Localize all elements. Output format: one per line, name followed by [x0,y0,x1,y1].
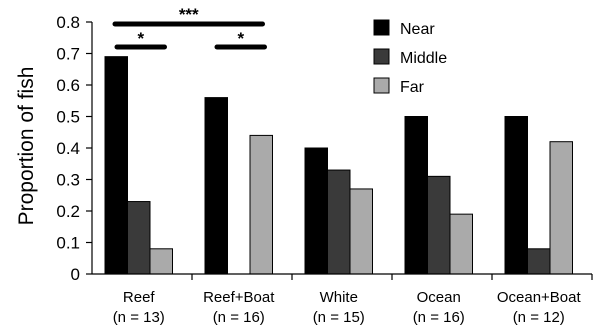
y-tick-label: 0.1 [56,234,80,253]
bar-far-reef [149,248,173,275]
y-axis-label: Proportion of fish [15,67,38,226]
y-axis: 0 0.1 0.2 0.3 0.4 0.5 0.6 0.7 0.8 [56,13,93,284]
y-tick-label: 0.6 [56,76,80,95]
legend: Near Middle Far [373,19,447,96]
y-tick-label: 0.5 [56,108,80,127]
y-tick-label: 0.8 [56,13,80,32]
bar-far-white [349,188,373,275]
bar-near-reef [104,56,128,275]
x-category-n-label: (n = 15) [313,309,365,326]
significance-label: * [137,29,144,48]
y-tick-label: 0.7 [56,45,80,64]
bar-far-ocean-boat [549,141,573,275]
x-category-label: Reef [123,289,156,306]
bar-near-ocean [404,116,428,275]
legend-swatch-near [373,19,390,36]
y-tick-label: 0.2 [56,202,80,221]
x-category-n-label: (n = 12) [513,309,565,326]
bar-middle-white [327,169,351,275]
legend-label-middle: Middle [400,50,447,67]
bar-near-ocean-boat [504,116,528,275]
significance-label: *** [179,5,199,24]
x-category-n-label: (n = 13) [113,309,165,326]
bar-far-reef-boat [249,134,273,275]
x-category-label: White [320,289,358,306]
bar-middle-reef [127,201,151,275]
x-category-label: Ocean+Boat [497,289,582,306]
bar-middle-ocean [427,175,451,275]
y-tick-label: 0.4 [56,139,80,158]
bar-far-ocean [449,213,473,275]
legend-swatch-far [373,77,390,94]
significance-label: * [237,29,244,48]
x-category-n-label: (n = 16) [413,309,465,326]
bar-near-reef-boat [204,97,228,275]
bars [104,56,573,275]
y-tick-label: 0 [71,265,80,284]
significance-markers: **** * [112,5,267,50]
bar-middle-ocean-boat [527,248,551,275]
bar-near-white [304,147,328,275]
x-category-label: Ocean [417,289,461,306]
x-axis: Reef (n = 13) Reef+Boat (n = 16) White (n = 1… [92,273,593,326]
x-category-n-label: (n = 16) [213,309,265,326]
legend-label-near: Near [400,21,435,38]
x-category-label: Reef+Boat [203,289,275,306]
legend-label-far: Far [400,79,425,96]
legend-swatch-middle [373,48,390,65]
y-tick-label: 0.3 [56,171,80,190]
